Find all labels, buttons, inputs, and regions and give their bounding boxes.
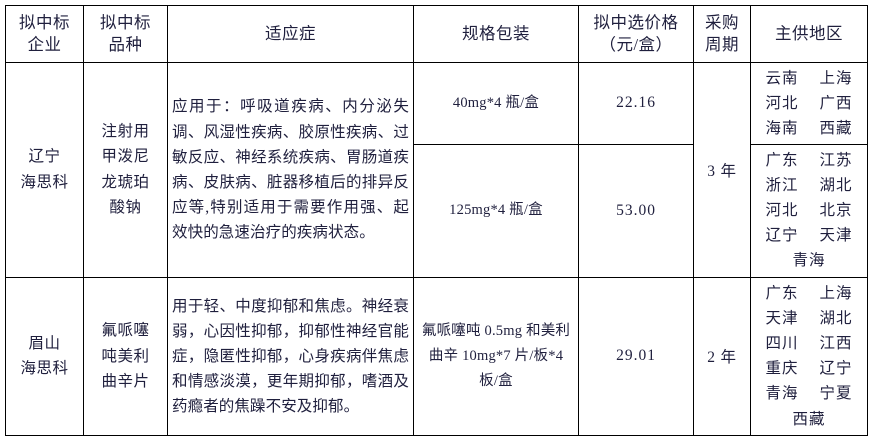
region-item: 宁夏 bbox=[819, 385, 853, 403]
cell-enterprise: 辽宁 海思科 bbox=[5, 62, 84, 278]
header-line: 主供地区 bbox=[775, 23, 843, 43]
column-header-enterprise: 拟中标 企业 bbox=[5, 5, 84, 63]
cell-spec: 40mg*4 瓶/盒 bbox=[413, 62, 579, 145]
header-line: 品种 bbox=[108, 35, 143, 54]
table-row: 125mg*4 瓶/盒 53.00 广东 江苏 浙江 湖北 河北 北京 辽宁 天津 青海 bbox=[6, 143, 868, 278]
product-line: 甲泼尼 bbox=[101, 148, 150, 166]
header-line: 拟中标 bbox=[100, 12, 151, 32]
product-line: 注射用 bbox=[101, 122, 150, 140]
cell-indication: 应用于：呼吸道疾病、内分泌失调、风湿性疾病、胶原性疾病、过敏反应、神经系统疾病、… bbox=[167, 62, 414, 278]
region-item: 西藏 bbox=[819, 119, 853, 137]
region-item: 天津 bbox=[819, 227, 853, 245]
region-item: 辽宁 bbox=[765, 227, 799, 245]
table-body: 辽宁 海思科 注射用 甲泼尼 龙琥珀 酸钠 应用于：呼吸道疾病、内分泌失调、风湿… bbox=[5, 62, 868, 437]
header-line: 规格包装 bbox=[462, 23, 530, 43]
product-line: 氟哌噻 bbox=[101, 321, 150, 339]
header-line: （元/盒） bbox=[599, 35, 673, 54]
cell-price: 22.16 bbox=[578, 62, 694, 145]
table-row: 辽宁 海思科 注射用 甲泼尼 龙琥珀 酸钠 应用于：呼吸道疾病、内分泌失调、风湿… bbox=[5, 62, 868, 278]
product-line: 吨美利 bbox=[101, 347, 150, 365]
cell-price: 53.00 bbox=[578, 143, 694, 278]
product-line: 酸钠 bbox=[109, 199, 142, 217]
region-item: 河北 bbox=[765, 202, 799, 220]
cell-cycle: 2 年 bbox=[693, 276, 751, 437]
bid-results-table: 拟中标 企业 拟中标 品种 适应症 规格包装 拟中选价格 （元/盒） bbox=[5, 5, 868, 437]
region-item: 河北 bbox=[765, 94, 799, 112]
cell-spec: 125mg*4 瓶/盒 bbox=[413, 143, 579, 278]
region-item: 辽宁 bbox=[819, 360, 853, 378]
cell-spec: 氟哌噻吨 0.5mg 和美利曲辛 10mg*7 片/板*4 板/盒 bbox=[413, 276, 579, 437]
header-line: 周期 bbox=[705, 35, 739, 54]
enterprise-line: 眉山 bbox=[28, 334, 61, 352]
header-line: 企业 bbox=[27, 35, 62, 54]
region-item: 广东 bbox=[765, 151, 799, 169]
region-item: 湖北 bbox=[819, 176, 853, 194]
region-list: 云南 上海河北 广西海南 西藏 bbox=[755, 66, 863, 141]
region-item: 云南 bbox=[765, 69, 799, 87]
header-line: 拟中标 bbox=[19, 12, 70, 32]
cell-indication: 用于轻、中度抑郁和焦虑。神经衰弱，心因性抑郁，抑郁性神经官能症，隐匿性抑郁，心身… bbox=[167, 276, 414, 437]
cell-region: 云南 上海河北 广西海南 西藏 bbox=[750, 62, 868, 145]
region-item: 青海 bbox=[765, 385, 799, 403]
header-row: 拟中标 企业 拟中标 品种 适应症 规格包装 拟中选价格 （元/盒） bbox=[5, 5, 868, 63]
enterprise-line: 辽宁 bbox=[28, 148, 61, 166]
region-item: 湖北 bbox=[819, 310, 853, 328]
cell-product: 注射用 甲泼尼 龙琥珀 酸钠 bbox=[83, 62, 168, 278]
region-item: 上海 bbox=[819, 69, 853, 87]
region-item: 浙江 bbox=[765, 176, 799, 194]
region-item: 江西 bbox=[819, 335, 853, 353]
region-item: 广西 bbox=[819, 94, 853, 112]
table-header: 拟中标 企业 拟中标 品种 适应症 规格包装 拟中选价格 （元/盒） bbox=[5, 5, 868, 63]
header-line: 适应症 bbox=[265, 23, 316, 43]
column-header-price: 拟中选价格 （元/盒） bbox=[578, 5, 694, 63]
column-header-indication: 适应症 bbox=[167, 5, 414, 63]
region-item: 青海 bbox=[792, 252, 826, 270]
product-line: 曲辛片 bbox=[101, 373, 150, 391]
cell-region: 广东 江苏浙江 湖北河北 北京辽宁 天津青海 bbox=[750, 143, 868, 278]
region-list: 广东 江苏浙江 湖北河北 北京辽宁 天津青海 bbox=[755, 148, 863, 274]
column-header-region: 主供地区 bbox=[750, 5, 868, 63]
region-item: 上海 bbox=[819, 284, 853, 302]
cell-enterprise: 眉山 海思科 bbox=[5, 276, 84, 437]
header-line: 拟中选价格 bbox=[593, 12, 679, 32]
region-item: 天津 bbox=[765, 310, 799, 328]
region-item: 北京 bbox=[819, 202, 853, 220]
cell-product: 氟哌噻 吨美利 曲辛片 bbox=[83, 276, 168, 437]
column-header-cycle: 采购 主供地区 周期 bbox=[693, 5, 751, 63]
cell-region: 广东 上海天津 湖北四川 江西重庆 辽宁青海 宁夏西藏 bbox=[750, 276, 868, 437]
region-list: 广东 上海天津 湖北四川 江西重庆 辽宁青海 宁夏西藏 bbox=[755, 281, 863, 432]
cell-cycle: 3 年 bbox=[693, 62, 751, 278]
product-line: 龙琥珀 bbox=[101, 173, 150, 191]
region-item: 重庆 bbox=[765, 360, 799, 378]
region-item: 四川 bbox=[765, 335, 799, 353]
column-header-spec: 规格包装 bbox=[413, 5, 579, 63]
region-item: 广东 bbox=[765, 284, 799, 302]
cell-price: 29.01 bbox=[578, 276, 694, 437]
column-header-product: 拟中标 品种 bbox=[83, 5, 168, 63]
enterprise-line: 海思科 bbox=[20, 173, 69, 191]
table-row: 眉山 海思科 氟哌噻 吨美利 曲辛片 用于轻、中度抑郁和焦虑。神经衰弱，心因性抑… bbox=[5, 276, 868, 437]
header-line: 采购 bbox=[705, 12, 739, 32]
enterprise-line: 海思科 bbox=[20, 360, 69, 378]
region-item: 海南 bbox=[765, 119, 799, 137]
region-item: 江苏 bbox=[819, 151, 853, 169]
region-item: 西藏 bbox=[792, 410, 826, 428]
